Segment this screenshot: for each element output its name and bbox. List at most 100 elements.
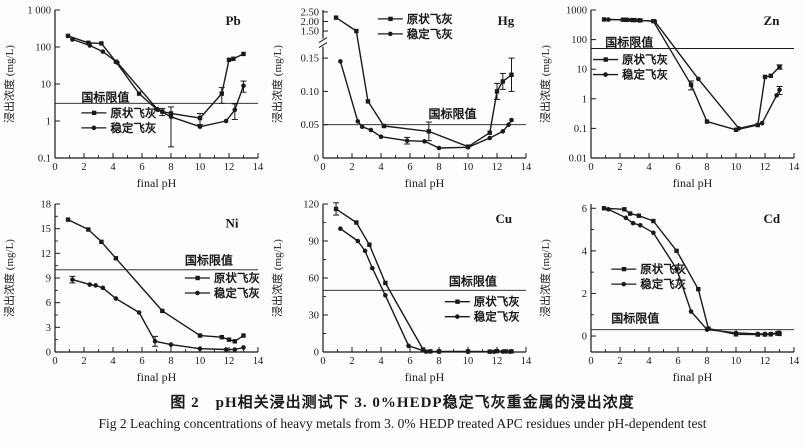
svg-text:2: 2 — [617, 356, 622, 367]
limit-label: 国标限值 — [81, 89, 129, 104]
svg-text:0: 0 — [52, 162, 57, 173]
legend-label: 原状飞灰 — [407, 12, 453, 26]
y-axis-label: 浸出浓度 (mg/L) — [270, 239, 284, 317]
svg-text:0.15: 0.15 — [301, 54, 319, 65]
svg-text:2: 2 — [349, 356, 354, 367]
svg-text:0: 0 — [588, 356, 593, 367]
limit-label: 国标限值 — [429, 106, 477, 121]
legend-label: 原状飞灰 — [110, 106, 156, 120]
x-axis-label: final pH — [405, 176, 445, 190]
legend-label: 稳定飞灰 — [640, 277, 686, 291]
y-axis-label: 浸出浓度 (mg/L) — [270, 45, 284, 123]
svg-text:2: 2 — [81, 162, 86, 173]
svg-text:14: 14 — [521, 162, 532, 173]
svg-text:0: 0 — [582, 332, 587, 343]
svg-text:15: 15 — [41, 224, 52, 235]
x-axis-label: final pH — [673, 370, 713, 384]
svg-text:6: 6 — [675, 162, 680, 173]
limit-label: 国标限值 — [449, 273, 497, 288]
svg-text:12: 12 — [41, 249, 52, 260]
subplot-cd: 0 2 4 6 8 10 12 14 0 2 4 6 国标限值 原状飞灰 稳定飞灰 Cd final pH 浸出浓… — [536, 194, 804, 388]
svg-text:0.1: 0.1 — [38, 154, 51, 165]
y-axis-label: 浸出浓度 (mg/L) — [538, 45, 552, 123]
svg-text:4: 4 — [378, 356, 384, 367]
svg-text:8: 8 — [436, 162, 441, 173]
legend-label: 稳定飞灰 — [110, 121, 156, 135]
svg-text:2: 2 — [349, 162, 354, 173]
svg-text:0.05: 0.05 — [301, 120, 319, 131]
svg-text:4: 4 — [378, 162, 384, 173]
svg-text:90: 90 — [309, 237, 320, 248]
svg-text:1: 1 — [46, 117, 51, 128]
svg-text:10: 10 — [731, 356, 742, 367]
metal-label: Ni — [226, 216, 239, 231]
svg-text:0.10: 0.10 — [301, 87, 319, 98]
svg-text:100: 100 — [571, 35, 587, 46]
svg-text:1: 1 — [582, 94, 587, 105]
svg-text:14: 14 — [253, 356, 264, 367]
svg-text:0: 0 — [314, 154, 319, 165]
metal-label: Cd — [764, 211, 781, 226]
limit-label: 国标限值 — [611, 310, 659, 325]
figure-caption: 图 2 pH相关浸出测试下 3. 0%HEDP稳定飞灰重金属的浸出浓度 Fig … — [0, 391, 805, 432]
svg-text:10: 10 — [463, 162, 474, 173]
y-axis-label: 浸出浓度 (mg/L) — [2, 45, 16, 123]
svg-text:4: 4 — [582, 246, 588, 257]
legend-label: 原状飞灰 — [622, 53, 668, 67]
svg-text:10: 10 — [195, 162, 206, 173]
svg-text:12: 12 — [760, 162, 771, 173]
metal-label: Zn — [764, 13, 781, 28]
svg-text:8: 8 — [436, 356, 441, 367]
svg-text:12: 12 — [492, 356, 503, 367]
svg-text:12: 12 — [760, 356, 771, 367]
subplot-cu: 0 2 4 6 8 10 12 14 0 30 60 90 120 国标限值 原状飞灰 稳定飞灰 Cu final… — [268, 194, 536, 388]
svg-text:8: 8 — [168, 162, 173, 173]
subplot-grid: 0 2 4 6 8 10 12 14 1 000 100 10 1 0.1 国标限值 原状飞灰 稳定飞灰 Pb f… — [0, 0, 804, 388]
series-square-line — [335, 17, 512, 148]
svg-text:14: 14 — [253, 162, 264, 173]
svg-text:0: 0 — [314, 348, 319, 359]
legend-label: 稳定飞灰 — [214, 286, 260, 300]
metal-label: Hg — [498, 13, 515, 28]
svg-text:9: 9 — [46, 274, 51, 285]
svg-text:14: 14 — [789, 162, 800, 173]
svg-text:3: 3 — [46, 323, 51, 334]
subplot-hg: 0 2 4 6 8 10 12 14 0 0.05 0.10 0.15 1.50 2.00 2.50 国标限值… — [268, 0, 536, 194]
svg-text:12: 12 — [224, 356, 235, 367]
svg-text:2: 2 — [81, 356, 86, 367]
svg-text:2: 2 — [582, 289, 587, 300]
svg-text:1.50: 1.50 — [301, 27, 319, 38]
svg-text:0: 0 — [52, 356, 57, 367]
legend-label: 原状飞灰 — [214, 271, 260, 285]
x-axis-label: final pH — [137, 176, 177, 190]
svg-text:10: 10 — [731, 162, 742, 173]
axis-break — [318, 37, 328, 44]
caption-english: Fig 2 Leaching concentrations of heavy m… — [98, 416, 707, 431]
svg-text:10: 10 — [463, 356, 474, 367]
subplot-zn: 0 2 4 6 8 10 12 14 1000 100 10 1 0.1 0.01 国标限值 原状飞灰 稳定飞灰… — [536, 0, 804, 194]
svg-text:6: 6 — [675, 356, 680, 367]
svg-text:10: 10 — [41, 80, 52, 91]
svg-text:12: 12 — [224, 162, 235, 173]
svg-text:14: 14 — [521, 356, 532, 367]
svg-text:1 000: 1 000 — [27, 6, 51, 17]
y-axis-label: 浸出浓度 (mg/L) — [538, 239, 552, 317]
series-circle-line — [72, 38, 245, 128]
svg-text:0.01: 0.01 — [569, 154, 587, 165]
svg-text:4: 4 — [110, 162, 116, 173]
svg-text:0: 0 — [320, 356, 325, 367]
legend-label: 稳定飞灰 — [407, 27, 453, 41]
limit-label: 国标限值 — [185, 253, 233, 268]
svg-text:2: 2 — [617, 162, 622, 173]
svg-text:2.00: 2.00 — [301, 17, 319, 28]
series-circle-line — [608, 18, 781, 130]
svg-text:12: 12 — [492, 162, 503, 173]
subplot-pb: 0 2 4 6 8 10 12 14 1 000 100 10 1 0.1 国标限值 原状飞灰 稳定飞灰 Pb f… — [0, 0, 268, 194]
svg-text:10: 10 — [577, 65, 588, 76]
metal-label: Pb — [226, 13, 241, 28]
